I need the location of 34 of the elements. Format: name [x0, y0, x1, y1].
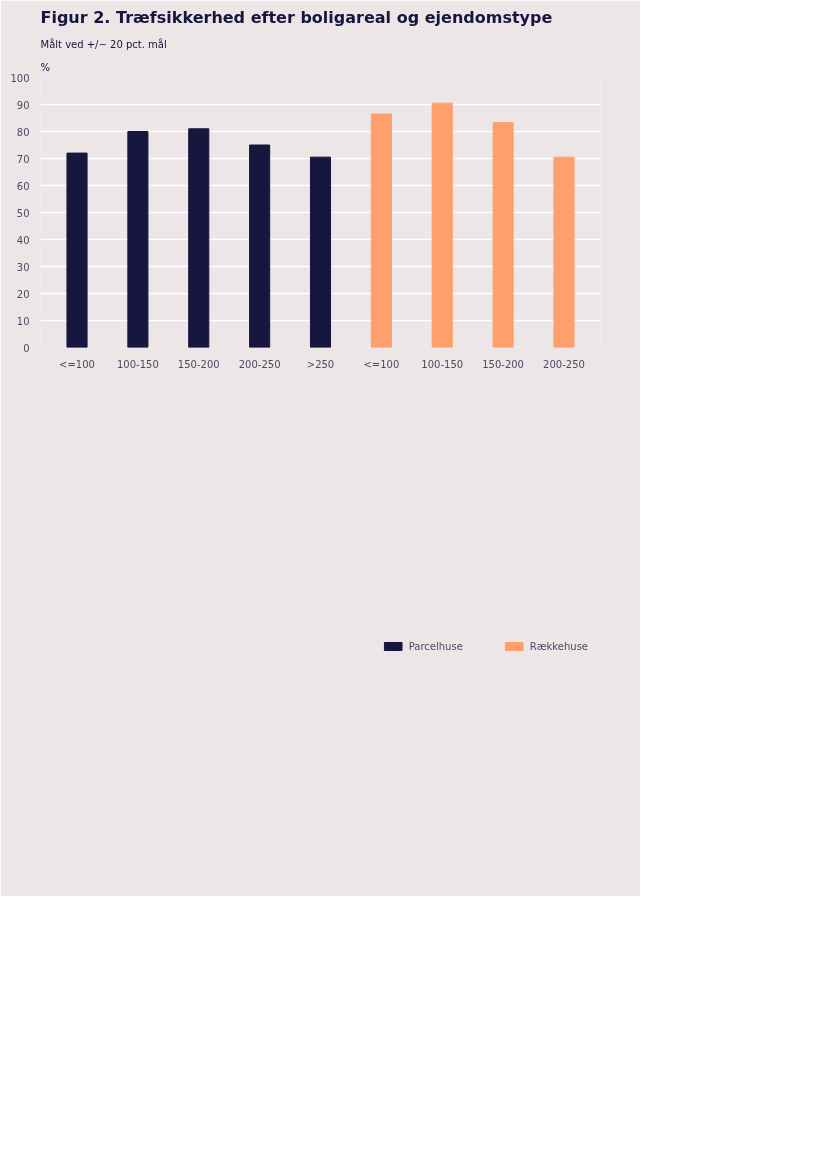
bar	[553, 156, 575, 348]
x-tick-label: 100-150	[421, 358, 464, 370]
y-tick-label: 90	[16, 99, 30, 111]
bar	[370, 113, 392, 348]
x-tick-label: 150-200	[177, 358, 220, 370]
x-tick-label: 100-150	[117, 358, 159, 370]
bar	[66, 152, 88, 348]
y-tick-label: 100	[10, 72, 30, 84]
legend-label: Rækkehuse	[529, 640, 588, 652]
legend-label: Parcelhuse	[408, 640, 463, 652]
bar	[127, 131, 149, 348]
x-tick-label: 150-200	[482, 358, 525, 370]
chart-subtitle: Målt ved +/− 20 pct. mål	[40, 37, 167, 50]
bar	[309, 156, 332, 348]
y-tick-label: 30	[16, 261, 30, 273]
x-tick-label: <=100	[363, 358, 400, 370]
x-tick-label: 200-250	[238, 358, 281, 370]
y-tick-label: 70	[16, 153, 30, 165]
y-tick-label: 80	[16, 126, 30, 138]
bar	[492, 122, 514, 348]
bar	[188, 128, 210, 348]
y-tick-label: 10	[16, 315, 30, 327]
bar	[431, 102, 453, 348]
y-tick-label: 60	[16, 180, 30, 192]
x-tick-label: >250	[306, 358, 335, 370]
x-tick-label: 200-250	[543, 358, 585, 370]
bar	[249, 144, 271, 348]
y-tick-label: 20	[16, 288, 30, 300]
y-tick-label: 0	[23, 342, 30, 354]
y-axis-title: %	[40, 61, 51, 73]
y-tick-label: 40	[16, 234, 30, 246]
y-tick-label: 50	[16, 207, 30, 219]
x-tick-label: <=100	[59, 358, 95, 370]
chart-title: Figur 2. Træfsikkerhed efter boligareal og ejendomstype	[40, 7, 553, 27]
